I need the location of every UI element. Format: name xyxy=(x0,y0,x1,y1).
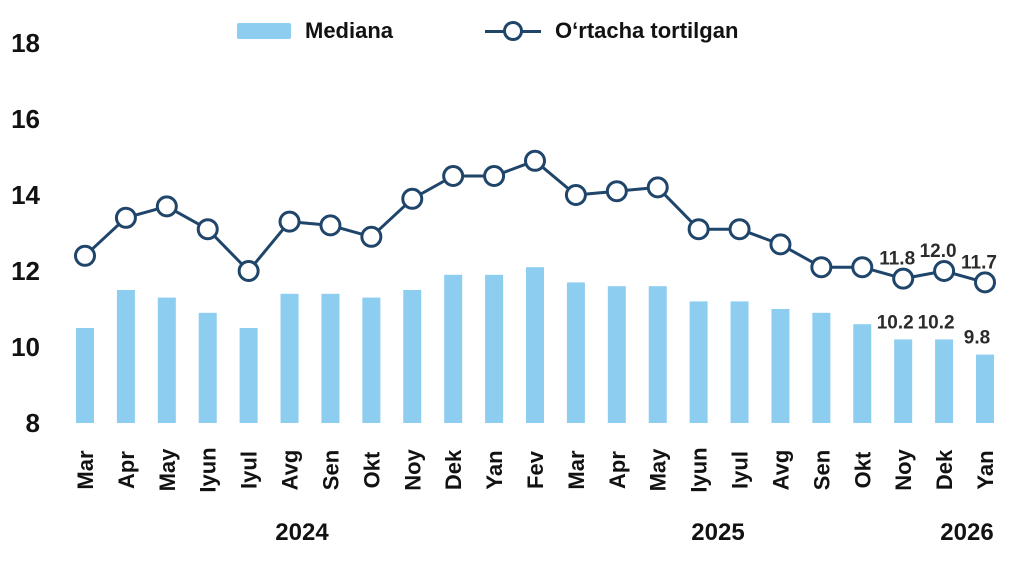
line-point-marker xyxy=(155,195,178,218)
y-tick-label: 8 xyxy=(26,408,40,438)
bar-mediana xyxy=(362,297,381,423)
x-tick-label: Dek xyxy=(441,449,466,490)
x-tick-label: May xyxy=(646,448,671,492)
x-tick-label: Fev xyxy=(523,450,548,489)
x-tick-label: Yan xyxy=(482,450,507,489)
legend-label-mediana: Mediana xyxy=(305,18,394,43)
line-point-marker xyxy=(523,149,546,172)
x-tick-label: Sen xyxy=(809,450,834,490)
line-point-marker xyxy=(196,218,219,241)
bar-mediana xyxy=(198,312,217,423)
line-point-marker xyxy=(401,187,424,210)
chart-legend: Mediana O‘rtacha tortilgan xyxy=(237,18,738,44)
bar-mediana xyxy=(975,354,994,423)
bar-mediana xyxy=(730,301,749,423)
line-data-label: 12.0 xyxy=(920,241,957,262)
bar-mediana xyxy=(525,267,544,423)
bar-mediana xyxy=(321,293,340,423)
bar-mediana xyxy=(485,274,504,423)
line-point-marker xyxy=(74,244,96,267)
bar-data-label: 10.2 xyxy=(877,312,914,333)
line-point-marker xyxy=(769,233,792,256)
line-point-marker xyxy=(605,180,628,203)
line-point-marker xyxy=(442,165,465,187)
x-tick-label: Mar xyxy=(564,450,589,490)
bar-mediana xyxy=(648,286,667,423)
x-tick-label: Sen xyxy=(318,450,343,490)
year-label: 2024 xyxy=(275,519,329,546)
x-tick-label: Iyul xyxy=(237,451,262,489)
bar-mediana xyxy=(894,339,913,423)
line-point-marker xyxy=(892,267,915,290)
line-point-marker xyxy=(687,218,710,241)
line-point-marker xyxy=(851,256,874,279)
bar-mediana xyxy=(403,290,422,423)
y-tick-label: 16 xyxy=(11,104,40,134)
line-point-marker xyxy=(973,271,996,294)
y-tick-label: 14 xyxy=(11,180,40,210)
bar-mediana xyxy=(771,309,790,423)
year-label: 2026 xyxy=(940,519,993,546)
x-tick-label: Okt xyxy=(359,451,384,488)
x-tick-label: Noy xyxy=(400,448,425,490)
bar-data-label: 10.2 xyxy=(918,312,955,333)
line-point-marker xyxy=(114,206,137,229)
bar-mediana xyxy=(689,301,708,423)
bar-mediana xyxy=(280,293,299,423)
weighted-average-line xyxy=(83,159,986,284)
x-tick-label: Mar xyxy=(73,450,98,490)
mediana-swatch-icon xyxy=(237,23,291,39)
line-point-marker xyxy=(278,210,301,233)
x-tick-label: Apr xyxy=(605,451,630,489)
y-tick-label: 12 xyxy=(11,256,40,286)
line-point-marker xyxy=(810,256,833,279)
x-tick-label: Iyun xyxy=(687,447,712,492)
y-tick-label: 10 xyxy=(11,332,40,362)
line-data-label: 11.7 xyxy=(961,252,997,273)
bar-mediana xyxy=(444,274,463,423)
x-tick-label: Iyul xyxy=(728,451,753,489)
year-label: 2025 xyxy=(691,519,744,546)
y-tick-label: 18 xyxy=(11,28,40,58)
line-point-marker xyxy=(319,214,342,237)
line-point-marker xyxy=(237,260,260,282)
x-tick-label: Yan xyxy=(973,450,998,489)
line-point-marker xyxy=(360,225,383,248)
bar-mediana xyxy=(607,286,626,423)
bar-mediana xyxy=(76,328,94,423)
x-tick-label: Iyun xyxy=(196,447,221,492)
x-tick-label: Noy xyxy=(891,448,916,490)
x-tick-label: Apr xyxy=(114,451,139,489)
bar-mediana xyxy=(157,297,176,423)
legend-label-ortacha: O‘rtacha tortilgan xyxy=(555,18,739,43)
x-tick-label: Dek xyxy=(932,449,957,490)
bar-mediana xyxy=(116,290,135,423)
line-point-marker xyxy=(646,176,669,199)
line-point-marker xyxy=(728,218,751,241)
x-tick-label: Avg xyxy=(768,450,793,491)
line-point-marker xyxy=(933,260,956,282)
bar-mediana xyxy=(935,339,954,423)
line-point-marker xyxy=(483,165,506,187)
line-marker-icon xyxy=(485,20,542,42)
bar-mediana xyxy=(566,282,585,423)
bar-mediana xyxy=(853,324,872,423)
line-data-label: 11.8 xyxy=(879,249,915,270)
line-point-marker xyxy=(564,184,587,206)
x-tick-label: May xyxy=(155,448,180,492)
legend-circle xyxy=(503,21,524,41)
x-tick-label: Okt xyxy=(850,451,875,488)
bar-data-label: 9.8 xyxy=(964,328,990,349)
legend-item-ortacha: O‘rtacha tortilgan xyxy=(485,18,738,44)
legend-item-mediana: Mediana xyxy=(237,18,393,44)
x-tick-label: Avg xyxy=(278,450,303,491)
bar-mediana xyxy=(239,328,258,423)
bar-mediana xyxy=(812,312,831,423)
